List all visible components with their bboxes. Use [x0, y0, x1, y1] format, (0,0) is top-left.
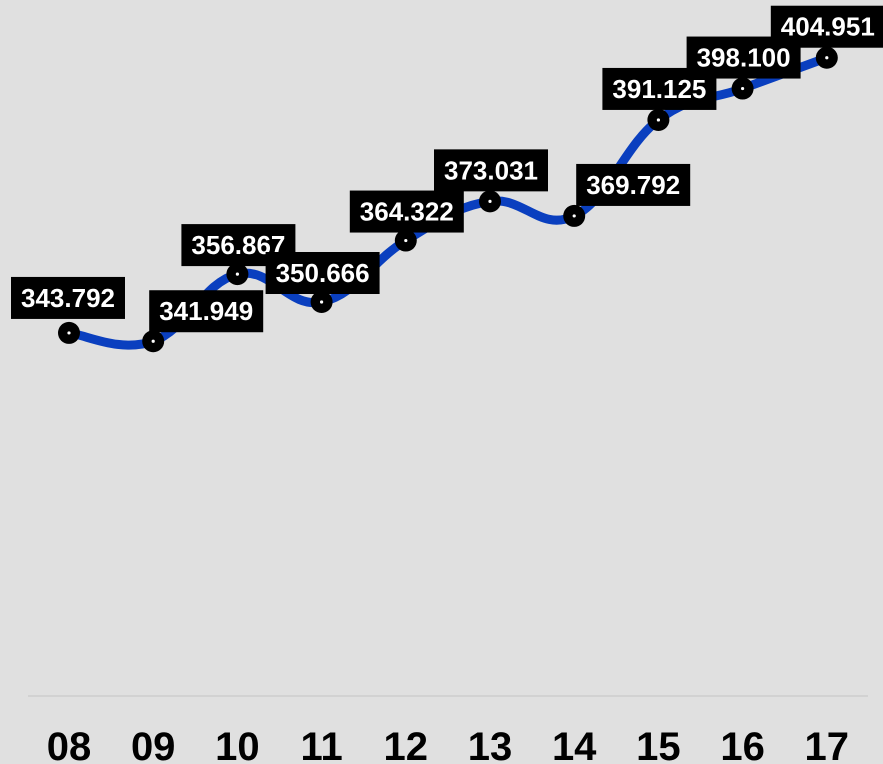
data-label-box — [349, 190, 464, 233]
data-point-center-16 — [741, 86, 745, 91]
x-tick-label-10: 10 — [215, 725, 260, 764]
x-tick-label-17: 17 — [805, 725, 850, 764]
data-point-center-17 — [825, 56, 829, 60]
data-label-text: 343.792 — [21, 283, 115, 313]
data-point-center-14 — [572, 214, 576, 218]
data-point-center-08 — [67, 331, 71, 335]
x-tick-label-12: 12 — [384, 725, 429, 764]
data-label-text: 364.322 — [360, 197, 454, 227]
data-point-markers — [58, 46, 838, 353]
data-label-box — [770, 5, 883, 48]
x-tick-label-11: 11 — [300, 725, 342, 764]
data-label-box — [149, 290, 264, 333]
data-label-16: 398.100 — [686, 36, 801, 79]
data-point-center-15 — [656, 118, 661, 122]
x-axis-tick-labels: 08 09 10 11 12 13 14 15 16 17 — [47, 725, 849, 764]
x-tick-label-16: 16 — [720, 725, 765, 764]
data-label-text: 369.792 — [586, 170, 680, 200]
data-label-14: 369.792 — [576, 163, 691, 206]
data-point-center-12 — [404, 238, 408, 243]
data-label-box — [576, 163, 691, 206]
data-label-15: 391.125 — [602, 67, 717, 110]
data-label-text: 341.949 — [159, 296, 253, 326]
data-label-08: 343.792 — [11, 276, 125, 319]
data-label-text: 391.125 — [612, 74, 706, 104]
data-label-13: 373.031 — [434, 149, 548, 192]
data-label-12: 364.322 — [349, 190, 464, 233]
data-point-center-13 — [488, 199, 492, 203]
data-point-center-10 — [235, 272, 239, 276]
x-tick-label-15: 15 — [636, 725, 681, 764]
data-label-09: 341.949 — [149, 290, 264, 333]
data-label-10: 356.867 — [181, 224, 296, 267]
data-label-box — [11, 276, 125, 319]
data-label-text: 350.666 — [276, 258, 370, 288]
x-tick-label-09: 09 — [131, 725, 176, 764]
data-label-11: 350.666 — [265, 252, 380, 295]
data-label-text: 404.951 — [781, 12, 875, 42]
data-label-text: 373.031 — [444, 155, 538, 185]
x-tick-label-08: 08 — [47, 725, 92, 764]
data-point-center-11 — [320, 300, 324, 304]
data-point-center-09 — [151, 339, 155, 343]
data-label-17: 404.951 — [770, 5, 883, 48]
data-label-box — [434, 149, 548, 192]
data-label-box — [265, 252, 380, 295]
x-tick-label-13: 13 — [468, 725, 513, 764]
x-tick-label-14: 14 — [552, 725, 597, 764]
